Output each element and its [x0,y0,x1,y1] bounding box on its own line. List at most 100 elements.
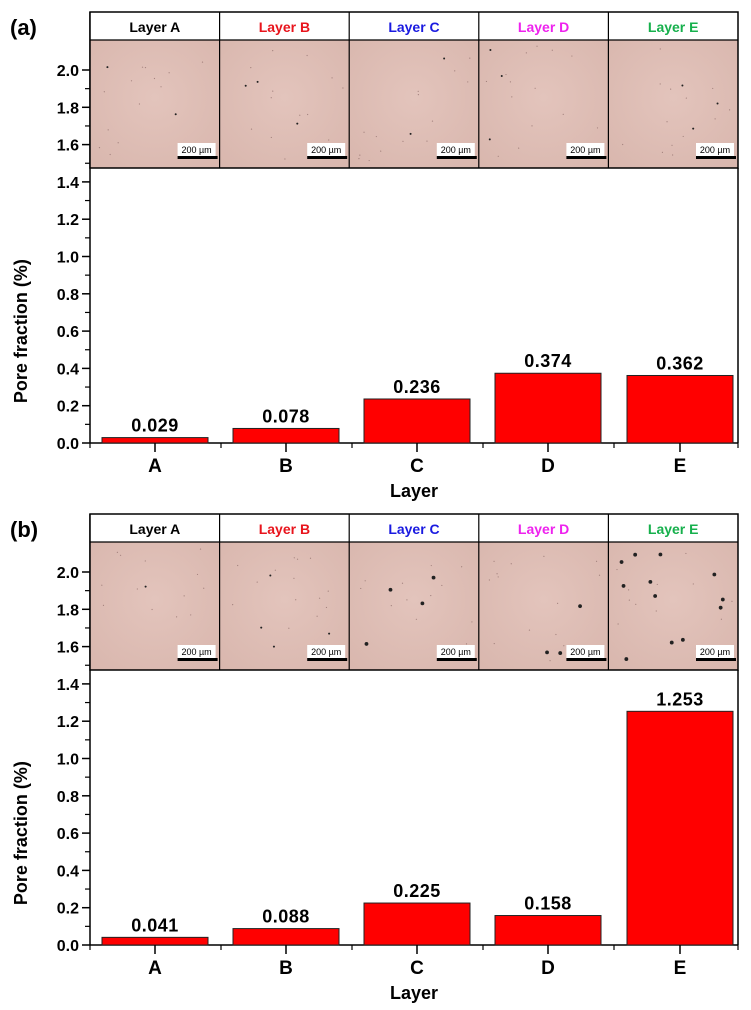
micrograph-speck [296,558,299,560]
scale-bar-text: 200 µm [181,647,211,657]
pore [272,645,275,648]
pore [388,587,393,592]
pore [712,572,717,577]
pore [420,601,425,606]
y-tick-label: 1.0 [57,250,79,267]
micrograph-speck [299,114,301,116]
y-tick-label: 0.0 [57,938,79,955]
micrograph-speck [661,151,664,153]
micrograph-speck [153,77,156,80]
micrograph-speck [728,109,731,111]
micrograph-speck [331,77,333,79]
scale-bar-box [177,143,216,156]
micrograph-speck [144,560,146,562]
micrograph-speck [375,135,377,138]
micrograph-speck [617,623,619,625]
micrograph-speck [199,548,202,550]
micrograph-speck [328,139,330,141]
y-tick-label: 1.2 [57,714,79,731]
micrograph-speck [417,94,420,96]
micrograph-speck [103,91,105,93]
strip-label-layer-b: Layer B [259,19,310,35]
micrograph-speck [598,574,601,576]
pore [680,637,685,642]
y-tick-label: 2.0 [57,565,79,582]
micrograph-speck [635,603,637,606]
strip-label-layer-b: Layer B [259,521,310,537]
x-tick-label: A [148,958,162,979]
micrograph-speck [364,580,366,582]
micrograph-speck [685,552,687,555]
panel-label: (a) [10,15,37,40]
micrograph-speck [256,581,258,583]
scale-bar-box [696,143,734,156]
y-tick-label: 0.8 [57,789,79,806]
pore [296,122,299,125]
pore [144,585,147,588]
strip-label-layer-c: Layer C [388,521,439,537]
micrograph-speck [497,155,499,157]
x-axis-title: Layer [390,983,438,1003]
y-tick-label: 0.6 [57,826,79,843]
y-tick-label: 1.6 [57,640,79,657]
pore [669,640,674,645]
micrograph-speck [720,618,722,620]
y-tick-label: 0.2 [57,901,79,918]
panel-a: (a) 0.0 0.2 0.4 0.6 0.8 1.0 1.2 1.4 1.6 1.8 2.0 Pore… [0,0,751,502]
strip-label-layer-a: Layer A [129,19,180,35]
micrograph-speck [714,118,716,120]
micrograph-speck [469,57,471,59]
pore [244,84,247,87]
y-tick-label: 2.0 [57,63,79,80]
scale-bar [696,156,736,159]
micrograph-speck [555,633,557,636]
micrograph-speck [358,158,360,160]
pore [720,597,725,602]
scale-bar-text: 200 µm [311,145,341,155]
micrograph-speck [536,45,538,47]
bar-A [101,936,209,946]
micrograph-speck [307,113,309,116]
micrograph-speck [596,127,599,129]
pore [624,657,629,661]
micrograph-speck [109,153,111,156]
micrograph-speck [496,573,498,575]
micrograph-speck [692,583,694,585]
scale-bar-text: 200 µm [700,647,730,657]
micrograph-speck [622,143,624,146]
pore [718,605,723,610]
strip-label-layer-e: Layer E [648,19,699,35]
data-label-C: 0.236 [393,377,441,397]
micrograph-speck [551,49,553,51]
micrograph-speck [659,83,661,85]
pore [269,574,272,577]
bar-B [232,928,340,946]
scale-bar-box [436,143,475,156]
y-tick-label: 1.8 [57,602,79,619]
pore [500,74,503,77]
micrograph-speck [270,97,272,99]
x-tick-label: A [148,456,162,477]
pore [489,49,492,52]
pore [633,552,638,557]
data-label-A: 0.029 [131,416,179,436]
micrograph-speck [511,96,513,98]
micrograph-speck [616,568,618,571]
micrograph-speck [471,621,473,623]
micrograph-speck [368,159,370,162]
pore [443,57,446,60]
micrograph-speck [316,615,318,617]
pore [648,580,653,584]
scale-bar [177,658,218,661]
pore [431,575,436,580]
scale-bar-text: 200 µm [441,145,471,155]
strip-label-row [90,12,738,40]
micrograph-speck [431,120,434,122]
micrograph-speck [359,154,361,156]
micrograph-speck [183,595,185,597]
data-label-C: 0.225 [393,881,441,901]
micrograph-speck [712,87,714,90]
pore [174,113,177,116]
scale-bar-text: 200 µm [570,145,600,155]
data-label-E: 0.362 [656,353,704,373]
